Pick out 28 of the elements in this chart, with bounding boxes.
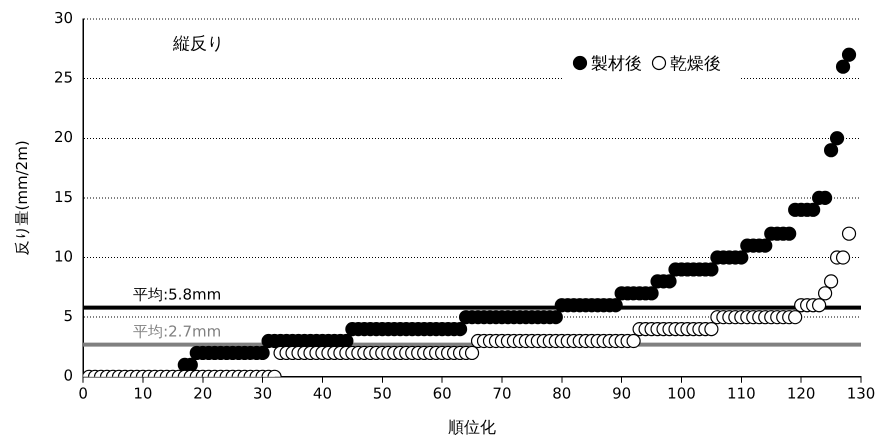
y-axis-title: 反り量(mm/2m): [12, 140, 31, 256]
y-tick-label: 20: [54, 128, 74, 146]
x-tick-label: 100: [667, 384, 696, 403]
legend-label: 製材後: [591, 54, 642, 74]
x-tick-label: 10: [133, 384, 152, 403]
y-tick-label: 30: [54, 8, 74, 27]
x-tick-label: 70: [492, 384, 512, 403]
y-tick-label: 10: [54, 247, 74, 266]
y-tick-label: 0: [64, 366, 74, 385]
x-tick-label: 110: [727, 384, 756, 403]
x-tick-label: 40: [312, 384, 332, 403]
annotation: 縦反り: [172, 34, 224, 54]
x-tick-label: 50: [372, 384, 392, 403]
x-tick-label: 60: [432, 384, 452, 403]
legend-label: 乾燥後: [670, 54, 721, 74]
ref-line-label: 平均:5.8mm: [133, 286, 222, 304]
x-tick-label: 90: [612, 384, 632, 403]
y-tick-label: 25: [54, 68, 74, 87]
x-tick-label: 130: [846, 384, 876, 403]
x-tick-label: 120: [786, 384, 816, 403]
x-tick-label: 30: [253, 384, 272, 403]
x-tick-label: 80: [552, 384, 572, 403]
x-axis-title: 順位化: [448, 418, 496, 437]
ref-line-label: 平均:2.7mm: [133, 322, 222, 341]
y-tick-label: 15: [54, 188, 74, 206]
x-tick-label: 0: [78, 384, 88, 403]
x-tick-label: 20: [193, 384, 212, 403]
y-tick-label: 5: [64, 307, 74, 326]
